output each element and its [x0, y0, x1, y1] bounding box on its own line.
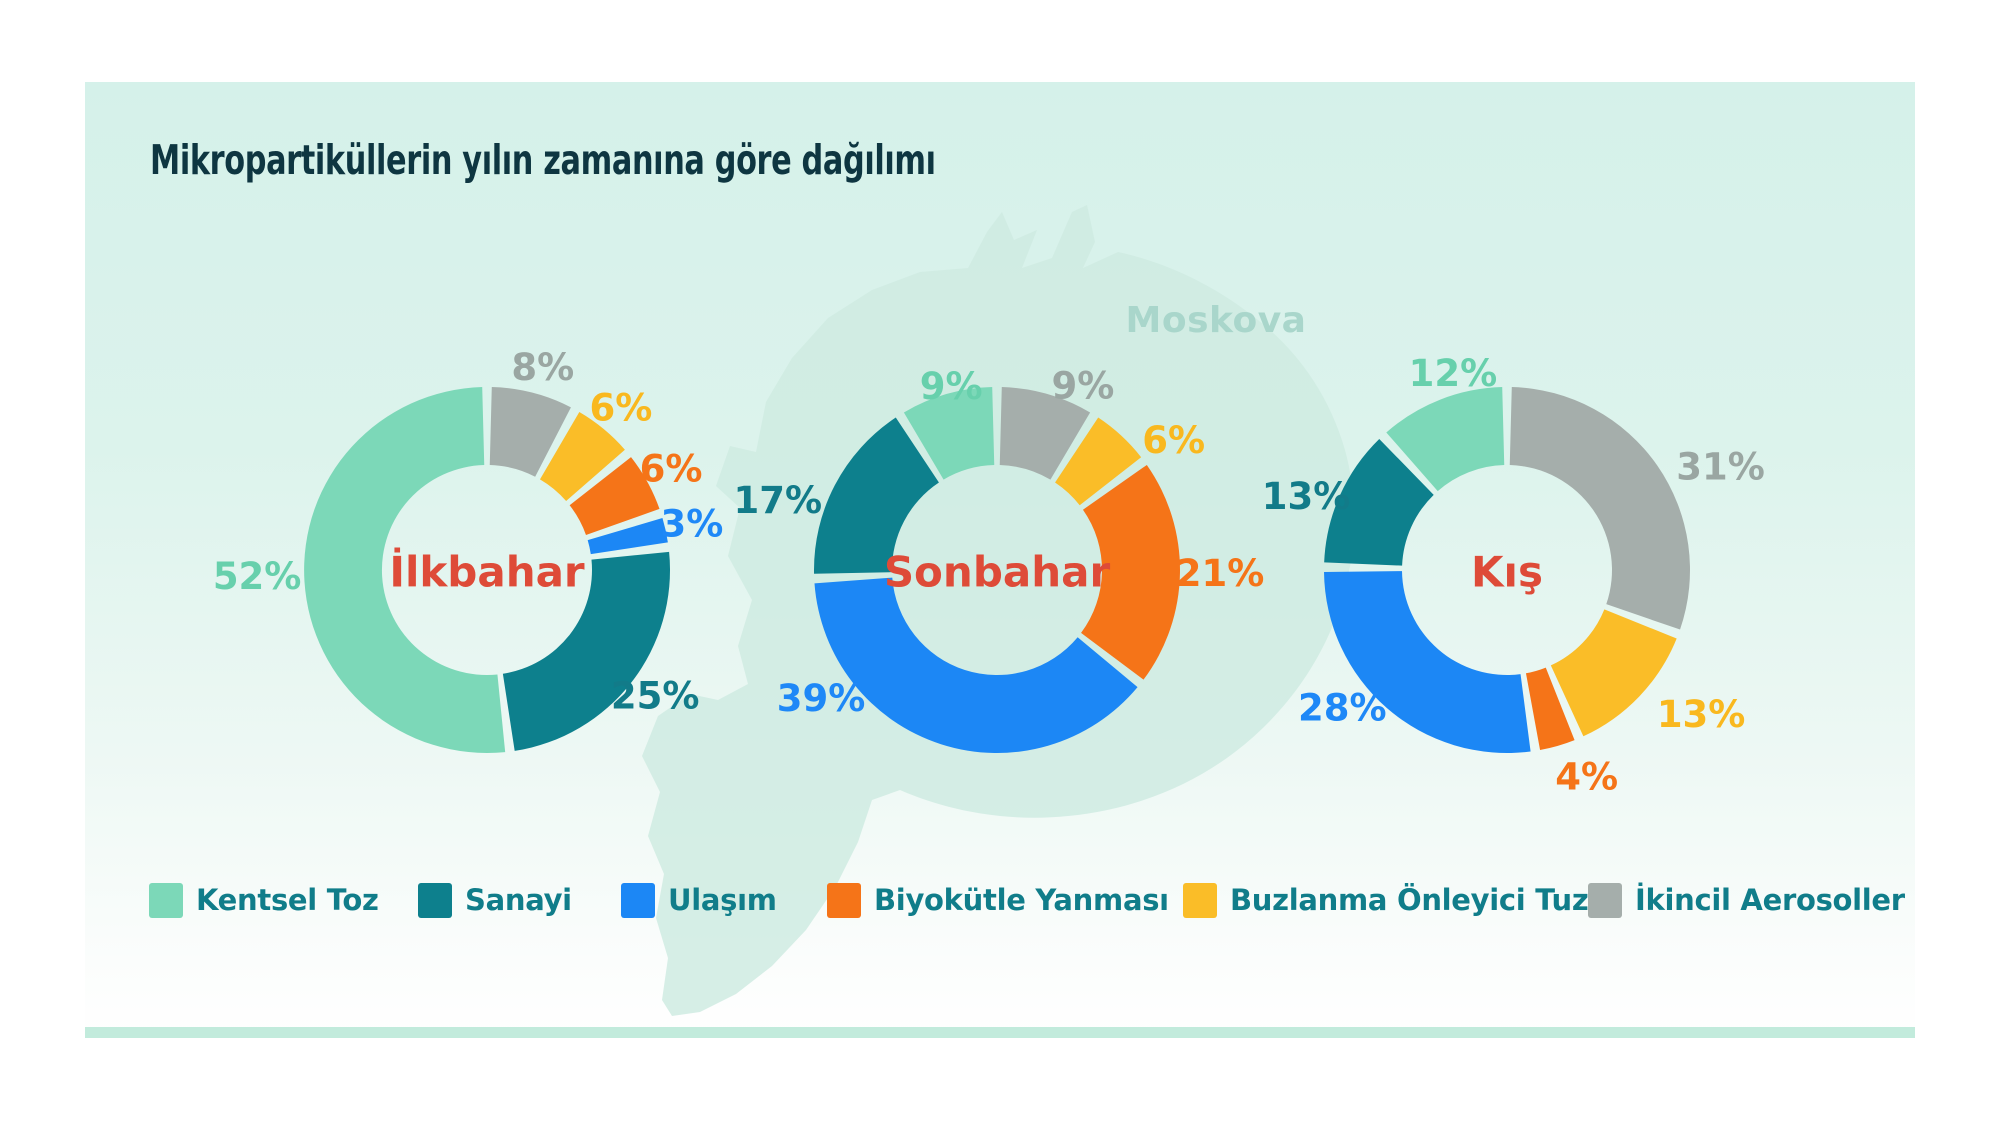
chart-title: Mikropartiküllerin yılın zamanına göre d… [150, 136, 936, 184]
footer-stripe [85, 1027, 1915, 1038]
legend-swatch-biyokutle-yanmasi [827, 883, 861, 918]
legend-item-sanayi: Sanayi [418, 883, 572, 918]
legend-swatch-kentsel-toz [149, 883, 183, 918]
legend-swatch-buzlanma-onleyici-tuz [1183, 883, 1217, 918]
legend-item-buzlanma-onleyici-tuz: Buzlanma Önleyici Tuz [1183, 883, 1589, 918]
legend-label-ulasim: Ulaşım [668, 883, 777, 917]
legend-label-buzlanma-onleyici-tuz: Buzlanma Önleyici Tuz [1230, 883, 1589, 917]
legend-item-ikincil-aerosoller: İkincil Aerosoller [1588, 883, 1905, 918]
legend-item-biyokutle-yanmasi: Biyokütle Yanması [827, 883, 1169, 918]
legend-swatch-sanayi [418, 883, 452, 918]
legend-label-sanayi: Sanayi [465, 883, 572, 917]
map-region-label: Moskova [1125, 300, 1307, 341]
legend-item-kentsel-toz: Kentsel Toz [149, 883, 379, 918]
legend-item-ulasim: Ulaşım [621, 883, 777, 918]
legend-label-ikincil-aerosoller: İkincil Aerosoller [1635, 883, 1905, 917]
legend-swatch-ulasim [621, 883, 655, 918]
legend-label-biyokutle-yanmasi: Biyokütle Yanması [874, 883, 1169, 917]
legend-swatch-ikincil-aerosoller [1588, 883, 1622, 918]
legend-label-kentsel-toz: Kentsel Toz [196, 883, 379, 917]
